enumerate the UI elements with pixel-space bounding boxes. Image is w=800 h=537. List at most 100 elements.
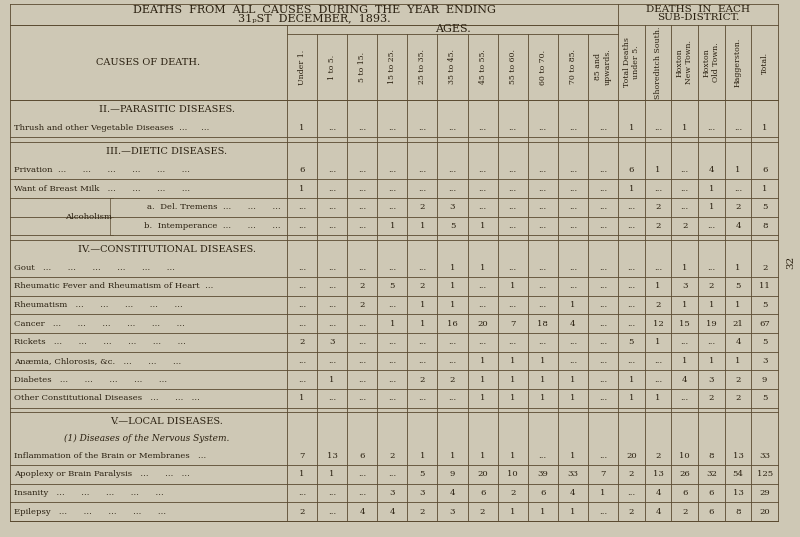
Text: Privation  ...      ...      ...      ...      ...      ...: Privation ... ... ... ... ... ... bbox=[14, 166, 190, 174]
Text: 1: 1 bbox=[709, 203, 714, 211]
Text: 1: 1 bbox=[735, 357, 741, 365]
Text: ...: ... bbox=[328, 124, 336, 132]
Text: ...: ... bbox=[298, 357, 306, 365]
Text: IV.—CONSTITUTIONAL DISEASES.: IV.—CONSTITUTIONAL DISEASES. bbox=[78, 244, 256, 253]
Text: ...: ... bbox=[599, 357, 607, 365]
Text: 60 to 70.: 60 to 70. bbox=[538, 49, 546, 84]
Text: 4: 4 bbox=[359, 507, 365, 516]
Text: 6: 6 bbox=[540, 489, 546, 497]
Text: ...: ... bbox=[599, 222, 607, 230]
Text: ...: ... bbox=[298, 489, 306, 497]
Text: 10: 10 bbox=[679, 452, 690, 460]
Text: 1: 1 bbox=[629, 394, 634, 402]
Text: 39: 39 bbox=[538, 470, 548, 478]
Text: 67: 67 bbox=[759, 320, 770, 328]
Text: ...: ... bbox=[478, 301, 486, 309]
Text: 1: 1 bbox=[510, 507, 515, 516]
Text: 1: 1 bbox=[299, 124, 305, 132]
Text: ...: ... bbox=[569, 166, 577, 174]
Text: 1: 1 bbox=[570, 394, 575, 402]
Text: Rickets   ...      ...      ...      ...      ...      ...: Rickets ... ... ... ... ... ... bbox=[14, 338, 186, 346]
Text: 1: 1 bbox=[709, 301, 714, 309]
Text: ...: ... bbox=[358, 394, 366, 402]
Text: ...: ... bbox=[298, 320, 306, 328]
Text: 1: 1 bbox=[450, 452, 455, 460]
Text: ...: ... bbox=[448, 338, 457, 346]
Text: ...: ... bbox=[358, 320, 366, 328]
Text: ...: ... bbox=[538, 222, 547, 230]
Text: 1: 1 bbox=[330, 470, 335, 478]
Text: 7: 7 bbox=[299, 452, 305, 460]
Text: ...: ... bbox=[538, 203, 547, 211]
Text: (1) Diseases of the Nervous System.: (1) Diseases of the Nervous System. bbox=[64, 434, 230, 443]
Text: 2: 2 bbox=[655, 222, 661, 230]
Text: a.  Del. Tremens  ...      ...      ...: a. Del. Tremens ... ... ... bbox=[147, 203, 281, 211]
Text: 4: 4 bbox=[570, 320, 576, 328]
Text: 5: 5 bbox=[762, 203, 767, 211]
Text: 1: 1 bbox=[480, 357, 486, 365]
Text: 35 to 45.: 35 to 45. bbox=[449, 49, 457, 84]
Text: 45 to 55.: 45 to 55. bbox=[478, 49, 486, 84]
Text: DEATHS  IN  EACH: DEATHS IN EACH bbox=[646, 5, 750, 14]
Text: 13: 13 bbox=[733, 452, 743, 460]
Text: 1: 1 bbox=[682, 357, 687, 365]
Text: ...: ... bbox=[569, 203, 577, 211]
Text: ...: ... bbox=[328, 301, 336, 309]
Text: 2: 2 bbox=[709, 282, 714, 291]
Text: ...: ... bbox=[707, 264, 715, 272]
Text: ...: ... bbox=[298, 203, 306, 211]
Text: ...: ... bbox=[538, 124, 547, 132]
Text: 8: 8 bbox=[709, 452, 714, 460]
Text: 1: 1 bbox=[655, 166, 661, 174]
Text: ...: ... bbox=[599, 282, 607, 291]
Text: 5: 5 bbox=[420, 470, 425, 478]
Text: 1: 1 bbox=[600, 489, 606, 497]
Text: ...: ... bbox=[478, 166, 486, 174]
Text: 16: 16 bbox=[447, 320, 458, 328]
Text: ...: ... bbox=[418, 357, 426, 365]
Text: 2: 2 bbox=[420, 203, 425, 211]
Text: ...: ... bbox=[388, 203, 397, 211]
Text: ...: ... bbox=[358, 166, 366, 174]
Text: ...: ... bbox=[418, 124, 426, 132]
Text: ...: ... bbox=[418, 264, 426, 272]
Text: ...: ... bbox=[328, 320, 336, 328]
Text: 54: 54 bbox=[733, 470, 743, 478]
Text: 20: 20 bbox=[759, 507, 770, 516]
Text: ...: ... bbox=[599, 452, 607, 460]
Text: ...: ... bbox=[599, 301, 607, 309]
Text: Total.: Total. bbox=[761, 52, 769, 74]
Text: ...: ... bbox=[569, 338, 577, 346]
Text: ...: ... bbox=[538, 282, 547, 291]
Text: 6: 6 bbox=[299, 166, 305, 174]
Text: ...: ... bbox=[599, 507, 607, 516]
Text: 1: 1 bbox=[570, 376, 575, 384]
Text: ...: ... bbox=[509, 222, 517, 230]
Text: 85 and
upwards.: 85 and upwards. bbox=[594, 49, 611, 85]
Text: ...: ... bbox=[298, 376, 306, 384]
Text: ...: ... bbox=[599, 264, 607, 272]
Text: SUB-DISTRICT.: SUB-DISTRICT. bbox=[657, 13, 739, 23]
Text: ...: ... bbox=[328, 357, 336, 365]
Text: 8: 8 bbox=[735, 507, 741, 516]
Text: 13: 13 bbox=[733, 489, 743, 497]
Text: 1: 1 bbox=[540, 357, 546, 365]
Text: ...: ... bbox=[707, 124, 715, 132]
Text: 1: 1 bbox=[629, 376, 634, 384]
Text: 1: 1 bbox=[390, 222, 395, 230]
Text: 1: 1 bbox=[510, 357, 515, 365]
Text: 1: 1 bbox=[629, 124, 634, 132]
Text: 1: 1 bbox=[450, 301, 455, 309]
Text: ...: ... bbox=[569, 264, 577, 272]
Text: 1: 1 bbox=[682, 124, 687, 132]
Text: 2: 2 bbox=[390, 452, 395, 460]
Text: 6: 6 bbox=[629, 166, 634, 174]
Text: ...: ... bbox=[509, 264, 517, 272]
Text: 55 to 60.: 55 to 60. bbox=[509, 49, 517, 84]
Text: ...: ... bbox=[681, 394, 689, 402]
Text: 1: 1 bbox=[570, 301, 575, 309]
Text: 1: 1 bbox=[480, 394, 486, 402]
Text: V.—LOCAL DISEASES.: V.—LOCAL DISEASES. bbox=[110, 417, 223, 426]
Text: b.  Intemperance  ...      ...      ...: b. Intemperance ... ... ... bbox=[144, 222, 281, 230]
Text: ...: ... bbox=[298, 282, 306, 291]
